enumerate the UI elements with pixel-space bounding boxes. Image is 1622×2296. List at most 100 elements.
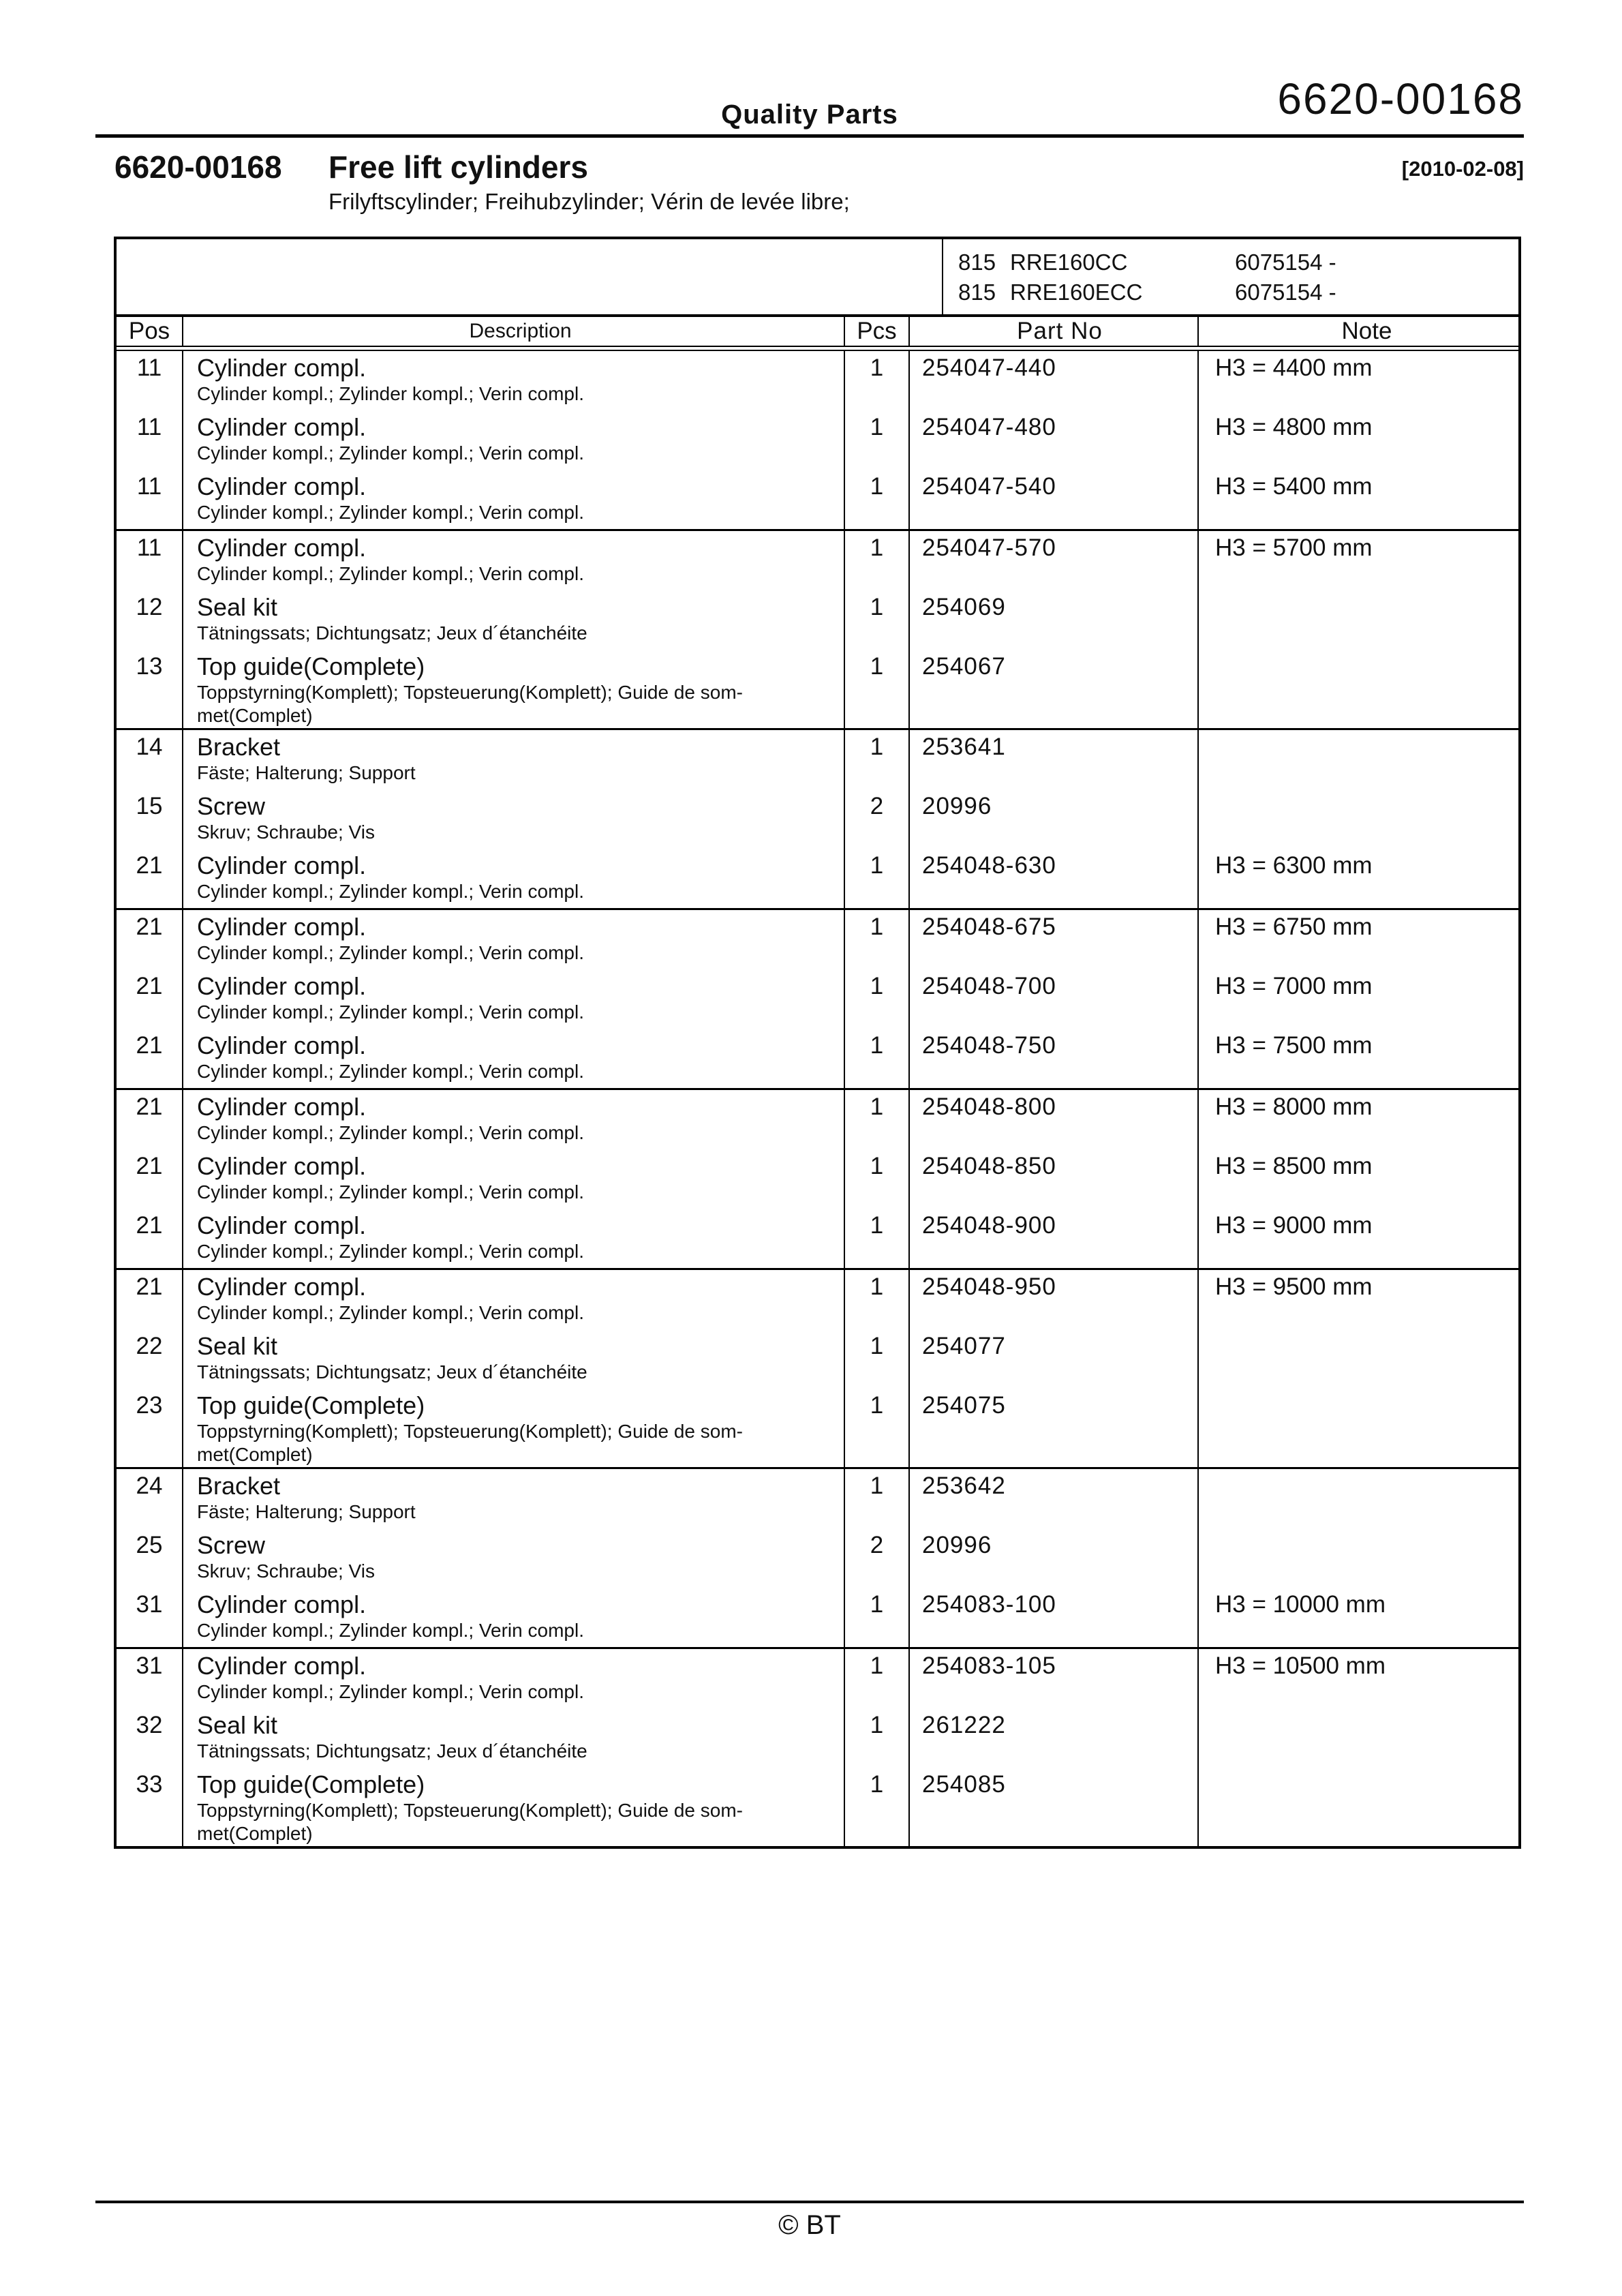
- row-group: 24 Bracket Fäste; Halterung; Support 1 25364…: [117, 1469, 1518, 1649]
- part-no-cell: 254069: [910, 590, 1199, 650]
- description-cell: Cylinder compl. Cylinder kompl.; Zylinder…: [183, 470, 845, 529]
- description-translations: Tätningssats; Dichtungsatz; Jeux d´étanc…: [197, 1740, 587, 1762]
- pcs-cell: 1: [845, 351, 910, 410]
- table-row: 21 Cylinder compl. Cylinder kompl.; Zylind…: [117, 910, 1518, 969]
- pos-cell: 21: [117, 1090, 183, 1149]
- pcs-cell: 1: [845, 730, 910, 789]
- table-row: 11 Cylinder compl. Cylinder kompl.; Zylind…: [117, 410, 1518, 470]
- model-serial: 6075154 -: [1235, 280, 1336, 305]
- table-row: 21 Cylinder compl. Cylinder kompl.; Zylind…: [117, 969, 1518, 1029]
- description-main: Seal kit: [197, 1711, 278, 1739]
- description-cell: Cylinder compl. Cylinder kompl.; Zylinder…: [183, 1270, 845, 1329]
- pos-cell: 25: [117, 1528, 183, 1588]
- note-cell: H3 = 8500 mm: [1215, 1153, 1373, 1179]
- row-group: 21 Cylinder compl. Cylinder kompl.; Zylind…: [117, 910, 1518, 1090]
- row-group: 21 Cylinder compl. Cylinder kompl.; Zylind…: [117, 1270, 1518, 1469]
- column-header-note: Note: [1341, 318, 1392, 344]
- note-cell: H3 = 9500 mm: [1215, 1273, 1373, 1300]
- pos-cell: 21: [117, 849, 183, 908]
- description-translations: Cylinder kompl.; Zylinder kompl.; Verin …: [197, 881, 584, 902]
- description-cell: Cylinder compl. Cylinder kompl.; Zylinder…: [183, 410, 845, 470]
- note-cell: [1199, 650, 1518, 728]
- model-serial: 6075154 -: [1235, 250, 1336, 275]
- model-header-empty-cell: [117, 239, 943, 314]
- description-translations: Fäste; Halterung; Support: [197, 1501, 416, 1522]
- revision-date: [2010-02-08]: [1401, 157, 1524, 181]
- pcs-cell: 1: [845, 1588, 910, 1647]
- description-cell: Screw Skruv; Schraube; Vis: [183, 1528, 845, 1588]
- pcs-cell: 1: [845, 1090, 910, 1149]
- note-cell: H3 = 7500 mm: [1215, 1032, 1373, 1059]
- pcs-cell: 1: [845, 849, 910, 908]
- description-cell: Cylinder compl. Cylinder kompl.; Zylinder…: [183, 1149, 845, 1209]
- description-main: Cylinder compl.: [197, 1093, 367, 1121]
- part-no-cell: 254047-480: [910, 410, 1199, 470]
- description-cell: Cylinder compl. Cylinder kompl.; Zylinder…: [183, 910, 845, 969]
- column-header-pos: Pos: [117, 317, 183, 346]
- part-no-cell: 254048-630: [910, 849, 1199, 908]
- pos-cell: 15: [117, 789, 183, 849]
- part-no-cell: 254048-900: [910, 1209, 1199, 1268]
- pcs-cell: 1: [845, 969, 910, 1029]
- pcs-cell: 1: [845, 410, 910, 470]
- description-cell: Seal kit Tätningssats; Dichtungsatz; Jeux…: [183, 1329, 845, 1389]
- description-translations: Toppstyrning(Komplett); Topsteuerung(Kom…: [197, 682, 743, 726]
- description-translations: Skruv; Schraube; Vis: [197, 821, 375, 843]
- table-row: 11 Cylinder compl. Cylinder kompl.; Zylind…: [117, 531, 1518, 590]
- description-translations: Skruv; Schraube; Vis: [197, 1560, 375, 1582]
- note-cell: [1199, 1708, 1518, 1768]
- part-no-cell: 254085: [910, 1768, 1199, 1846]
- document-id: 6620-00168: [114, 149, 282, 185]
- description-translations: Fäste; Halterung; Support: [197, 762, 416, 783]
- note-cell: H3 = 4400 mm: [1215, 354, 1373, 381]
- description-main: Cylinder compl.: [197, 1273, 367, 1301]
- pcs-cell: 1: [845, 1708, 910, 1768]
- pos-cell: 23: [117, 1389, 183, 1467]
- note-cell: [1199, 1528, 1518, 1588]
- row-group: 21 Cylinder compl. Cylinder kompl.; Zylind…: [117, 1090, 1518, 1270]
- pos-cell: 11: [117, 470, 183, 529]
- pos-cell: 13: [117, 650, 183, 728]
- table-row: 25 Screw Skruv; Schraube; Vis 2 20996: [117, 1528, 1518, 1588]
- description-cell: Cylinder compl. Cylinder kompl.; Zylinder…: [183, 531, 845, 590]
- pos-cell: 21: [117, 969, 183, 1029]
- model-header-row: 815 RRE160CC 6075154 - 815 RRE160ECC 6075154 …: [117, 239, 1518, 317]
- table-row: 15 Screw Skruv; Schraube; Vis 2 20996: [117, 789, 1518, 849]
- note-cell: [1199, 730, 1518, 789]
- description-main: Cylinder compl.: [197, 1590, 367, 1618]
- description-main: Cylinder compl.: [197, 354, 367, 382]
- table-row: 22 Seal kit Tätningssats; Dichtungsatz; Je…: [117, 1329, 1518, 1389]
- part-no-cell: 254083-100: [910, 1588, 1199, 1647]
- pos-cell: 11: [117, 531, 183, 590]
- pos-cell: 14: [117, 730, 183, 789]
- note-cell: H3 = 8000 mm: [1215, 1093, 1373, 1120]
- description-main: Cylinder compl.: [197, 534, 367, 562]
- description-translations: Cylinder kompl.; Zylinder kompl.; Verin …: [197, 502, 584, 523]
- description-translations: Cylinder kompl.; Zylinder kompl.; Verin …: [197, 1001, 584, 1023]
- column-header-pcs: Pcs: [845, 317, 910, 346]
- description-main: Cylinder compl.: [197, 972, 367, 1000]
- note-cell: [1199, 1768, 1518, 1846]
- column-header-part-no: Part No: [910, 317, 1199, 346]
- pos-cell: 21: [117, 1149, 183, 1209]
- description-translations: Cylinder kompl.; Zylinder kompl.; Verin …: [197, 1302, 584, 1323]
- description-main: Cylinder compl.: [197, 1152, 367, 1180]
- table-row: 11 Cylinder compl. Cylinder kompl.; Zylind…: [117, 470, 1518, 529]
- pcs-cell: 2: [845, 1528, 910, 1588]
- note-cell: H3 = 9000 mm: [1215, 1212, 1373, 1239]
- pcs-cell: 1: [845, 590, 910, 650]
- page-title: Free lift cylinders: [328, 149, 588, 185]
- pos-cell: 21: [117, 1209, 183, 1268]
- table-row: 21 Cylinder compl. Cylinder kompl.; Zylind…: [117, 1029, 1518, 1088]
- table-row: 23 Top guide(Complete) Toppstyrning(Komple…: [117, 1389, 1518, 1467]
- pcs-cell: 1: [845, 1209, 910, 1268]
- note-cell: H3 = 7000 mm: [1215, 973, 1373, 999]
- table-row: 12 Seal kit Tätningssats; Dichtungsatz; Je…: [117, 590, 1518, 650]
- pos-cell: 21: [117, 910, 183, 969]
- description-cell: Bracket Fäste; Halterung; Support: [183, 730, 845, 789]
- description-main: Seal kit: [197, 593, 278, 621]
- pos-cell: 11: [117, 351, 183, 410]
- description-cell: Cylinder compl. Cylinder kompl.; Zylinder…: [183, 1588, 845, 1647]
- part-no-cell: 254077: [910, 1329, 1199, 1389]
- description-main: Screw: [197, 1531, 266, 1559]
